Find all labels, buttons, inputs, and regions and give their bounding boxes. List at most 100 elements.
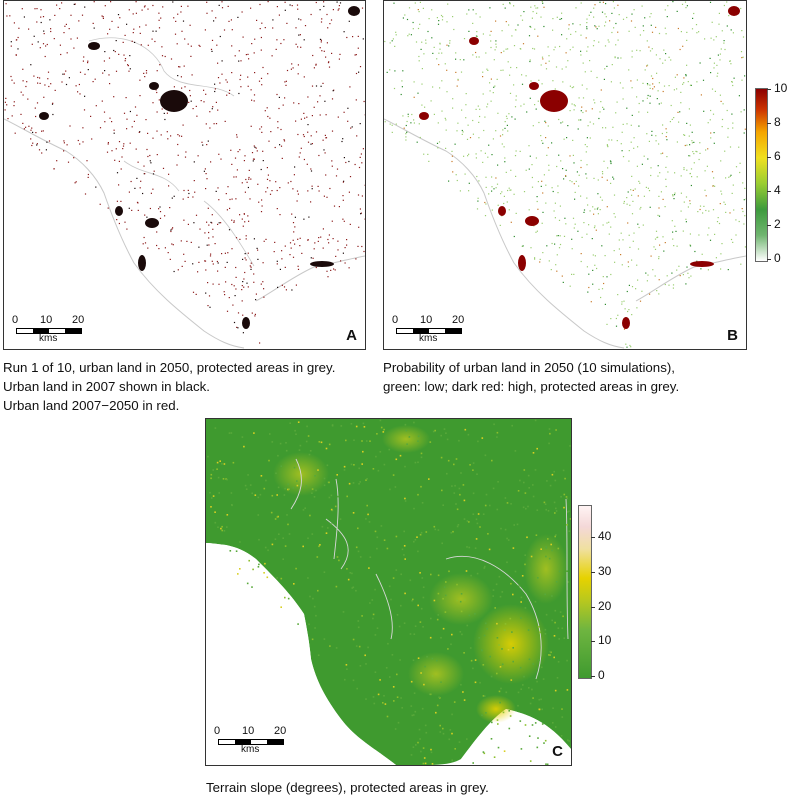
map-speckle: [337, 240, 339, 242]
map-speckle: [554, 609, 557, 612]
map-speckle: [6, 15, 8, 17]
map-speckle: [554, 726, 557, 728]
map-speckle: [651, 31, 654, 33]
map-speckle: [361, 7, 364, 9]
map-speckle: [592, 45, 595, 47]
map-speckle: [665, 136, 667, 138]
map-speckle: [573, 109, 575, 111]
map-speckle: [355, 258, 357, 260]
map-speckle: [224, 120, 226, 122]
map-speckle: [640, 206, 642, 209]
map-speckle: [655, 135, 657, 137]
map-speckle: [613, 7, 615, 9]
map-speckle: [364, 218, 365, 220]
map-speckle: [579, 24, 581, 26]
map-speckle: [472, 492, 475, 495]
map-speckle: [356, 687, 358, 690]
map-speckle: [712, 185, 714, 187]
map-speckle: [604, 255, 606, 257]
map-speckle: [542, 211, 544, 213]
map-speckle: [713, 39, 715, 41]
map-speckle: [300, 46, 302, 48]
map-speckle: [588, 286, 590, 289]
map-speckle: [224, 294, 226, 296]
map-speckle: [683, 82, 685, 84]
map-speckle: [510, 221, 512, 223]
map-speckle: [65, 70, 67, 72]
map-speckle: [567, 125, 569, 127]
map-speckle: [566, 570, 568, 572]
map-speckle: [50, 30, 52, 33]
map-speckle: [526, 111, 528, 113]
map-speckle: [504, 157, 506, 159]
map-speckle: [678, 121, 680, 123]
map-speckle: [451, 732, 453, 735]
map-speckle: [464, 428, 467, 431]
map-speckle: [479, 16, 481, 18]
map-speckle: [365, 518, 367, 520]
map-speckle: [31, 43, 33, 45]
map-speckle: [683, 167, 685, 169]
map-speckle: [668, 56, 670, 58]
map-speckle: [658, 256, 660, 258]
map-speckle: [633, 137, 635, 139]
map-speckle: [637, 195, 639, 197]
map-speckle: [312, 597, 314, 600]
map-speckle: [557, 185, 559, 187]
map-speckle: [597, 179, 599, 181]
map-speckle: [248, 559, 250, 562]
map-speckle: [721, 118, 724, 121]
map-speckle: [117, 14, 120, 16]
map-speckle: [649, 206, 651, 208]
map-speckle: [453, 463, 455, 466]
caption-line: Probability of urban land in 2050 (10 si…: [383, 360, 675, 375]
map-speckle: [721, 193, 723, 195]
map-speckle: [209, 491, 211, 494]
map-speckle: [215, 101, 217, 103]
map-speckle: [485, 186, 487, 188]
map-speckle: [410, 705, 413, 707]
map-speckle: [404, 465, 406, 468]
map-speckle: [205, 188, 207, 190]
map-speckle: [337, 249, 339, 251]
map-speckle: [450, 643, 452, 646]
map-speckle: [540, 548, 542, 550]
map-speckle: [416, 141, 418, 143]
map-speckle: [490, 30, 492, 32]
map-speckle: [292, 188, 294, 190]
map-speckle: [704, 38, 706, 40]
map-speckle: [530, 247, 532, 249]
map-speckle: [258, 80, 261, 82]
map-speckle: [726, 1, 728, 3]
map-speckle: [717, 217, 719, 219]
map-speckle: [708, 227, 710, 229]
map-speckle: [463, 38, 466, 40]
map-speckle: [187, 189, 189, 191]
map-speckle: [530, 6, 532, 8]
map-speckle: [439, 724, 441, 727]
map-speckle: [437, 23, 440, 25]
map-speckle: [586, 164, 588, 166]
map-speckle: [646, 133, 648, 135]
map-speckle: [476, 473, 478, 475]
map-speckle: [184, 38, 186, 40]
map-speckle: [685, 221, 687, 223]
map-speckle: [571, 238, 573, 240]
map-speckle: [405, 124, 407, 127]
map-speckle: [663, 85, 666, 87]
map-speckle: [460, 71, 463, 73]
map-speckle: [241, 182, 243, 184]
scalebar-b: 0 10 20 kms: [392, 314, 470, 349]
map-speckle: [197, 271, 199, 273]
map-speckle: [505, 171, 507, 173]
map-speckle: [20, 91, 22, 93]
map-speckle: [691, 140, 693, 142]
map-speckle: [411, 599, 413, 602]
map-speckle: [321, 525, 324, 528]
map-speckle: [563, 493, 566, 496]
map-speckle: [529, 155, 531, 157]
map-speckle: [626, 197, 628, 199]
map-speckle: [213, 123, 215, 125]
map-speckle: [36, 102, 39, 104]
map-speckle: [534, 257, 536, 259]
